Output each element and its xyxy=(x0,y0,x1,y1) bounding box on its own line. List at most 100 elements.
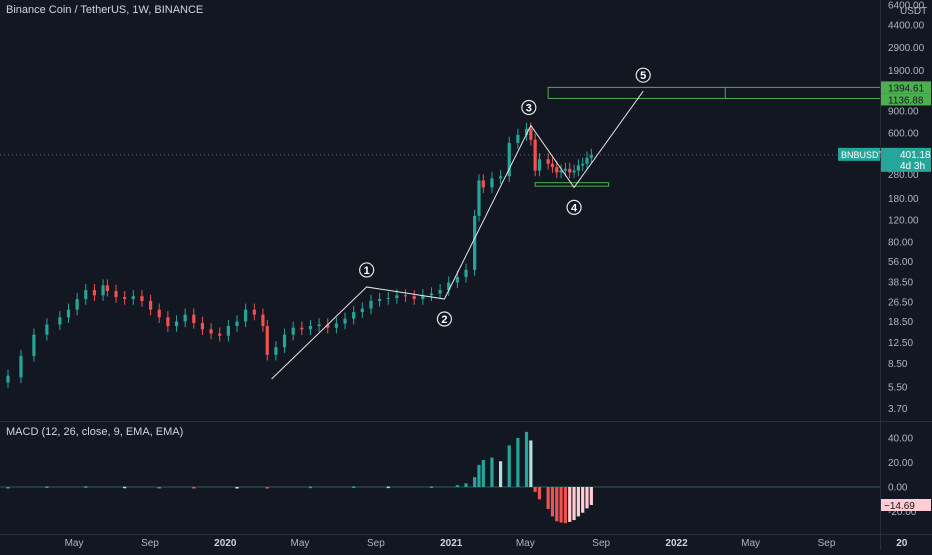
candle-body xyxy=(555,167,559,173)
macd-value-badge xyxy=(881,498,931,511)
candle-body xyxy=(192,314,196,323)
candle-body xyxy=(166,317,170,327)
candle-body xyxy=(123,297,127,300)
price-axis-tick: 38.50 xyxy=(888,277,913,288)
macd-bar xyxy=(533,487,537,492)
candle-body xyxy=(581,163,585,166)
price-axis-tick: 1900.00 xyxy=(888,66,925,77)
candle-body xyxy=(429,293,434,296)
macd-bar xyxy=(572,487,576,521)
macd-bar xyxy=(473,477,477,487)
candle-body xyxy=(386,298,390,300)
wave-label-5: 5 xyxy=(640,70,646,82)
countdown-label: 4d 3h xyxy=(900,161,925,172)
macd-axis-tick: 20.00 xyxy=(888,458,913,469)
candle-body xyxy=(473,215,477,270)
macd-title: MACD (12, 26, close, 9, EMA, EMA) xyxy=(6,426,184,438)
target-low-badge xyxy=(881,93,931,106)
candle-body xyxy=(395,295,399,299)
macd-bar xyxy=(585,487,589,509)
candle-body xyxy=(300,327,304,330)
price-axis-tick: 18.50 xyxy=(888,317,913,328)
candle-body xyxy=(226,326,230,336)
candle-body xyxy=(438,290,442,294)
candle-body xyxy=(45,324,49,335)
candle-body xyxy=(516,134,520,143)
macd-bar xyxy=(581,487,585,513)
wave-label-3: 3 xyxy=(526,102,532,114)
time-axis-tick: May xyxy=(516,538,535,549)
macd-bar xyxy=(524,431,529,487)
macd-bar xyxy=(157,487,161,489)
time-axis-tick: Sep xyxy=(818,538,836,549)
candle-body xyxy=(131,296,135,300)
candle-body xyxy=(352,312,356,319)
time-axis-tick: 2020 xyxy=(214,538,237,549)
candle-body xyxy=(66,309,71,318)
time-axis-tick: 20 xyxy=(896,538,908,549)
price-axis-tick: 600.00 xyxy=(888,129,919,140)
macd-axis-tick: 0.00 xyxy=(888,483,908,494)
target-high-label: 1394.61 xyxy=(888,83,925,94)
candle-body xyxy=(477,180,481,216)
symbol-label: BNBUSDT xyxy=(841,150,885,160)
support-zone-box[interactable] xyxy=(534,182,610,187)
symbol-badge xyxy=(838,147,880,161)
price-axis-tick: 4400.00 xyxy=(888,21,925,32)
macd-bar xyxy=(546,487,550,510)
macd-axis-tick: -20.00 xyxy=(888,507,917,518)
price-axis-tick: 26.50 xyxy=(888,298,913,309)
elliott-wave-line[interactable] xyxy=(271,90,644,380)
price-axis-tick: 180.00 xyxy=(888,194,919,205)
price-axis-tick: 280.00 xyxy=(888,170,919,181)
macd-bar xyxy=(516,438,520,487)
candle-body xyxy=(498,176,503,179)
candle-body xyxy=(19,355,23,378)
candle-body xyxy=(546,159,550,164)
macd-bar xyxy=(529,440,533,487)
price-axis-tick: 12.50 xyxy=(888,338,913,349)
price-axis-tick: 5.50 xyxy=(888,383,908,394)
candle-body xyxy=(140,296,144,302)
candle-body xyxy=(308,326,313,330)
candle-body xyxy=(218,333,222,336)
candle-body xyxy=(585,157,589,164)
currency-label: USDT xyxy=(900,6,927,17)
candle-body xyxy=(183,314,187,322)
price-axis-tick: 80.00 xyxy=(888,238,913,249)
wave-label-circle xyxy=(359,262,375,278)
candle-body xyxy=(326,324,330,328)
price-axis-tick: 2900.00 xyxy=(888,43,925,54)
price-badge xyxy=(881,147,931,172)
macd-bar xyxy=(308,486,313,489)
candle-body xyxy=(92,290,97,296)
macd-bar xyxy=(507,445,511,487)
time-axis-tick: May xyxy=(741,538,760,549)
macd-axis-tick: 40.00 xyxy=(888,434,913,445)
time-axis-tick: Sep xyxy=(367,538,385,549)
candle-body xyxy=(317,324,321,327)
price-axis-tick: 120.00 xyxy=(888,216,919,227)
macd-bar xyxy=(490,457,494,487)
candle-body xyxy=(334,323,338,328)
candle-body xyxy=(105,285,109,291)
macd-bar xyxy=(265,487,269,489)
wave-label-4: 4 xyxy=(571,202,578,214)
macd-bar xyxy=(84,486,88,488)
candle-body xyxy=(490,178,494,188)
candle-body xyxy=(6,375,10,383)
target-zone-box[interactable] xyxy=(547,86,726,99)
candle-body xyxy=(481,180,485,188)
candle-body xyxy=(261,314,265,327)
candle-body xyxy=(58,317,62,325)
candle-body xyxy=(369,301,373,309)
macd-value-label: −14.69 xyxy=(884,501,915,512)
candle-body xyxy=(589,154,593,158)
candle-body xyxy=(252,309,256,315)
candle-body xyxy=(274,347,278,355)
candle-body xyxy=(360,308,364,313)
macd-bar xyxy=(589,487,593,505)
macd-bar xyxy=(429,486,434,489)
